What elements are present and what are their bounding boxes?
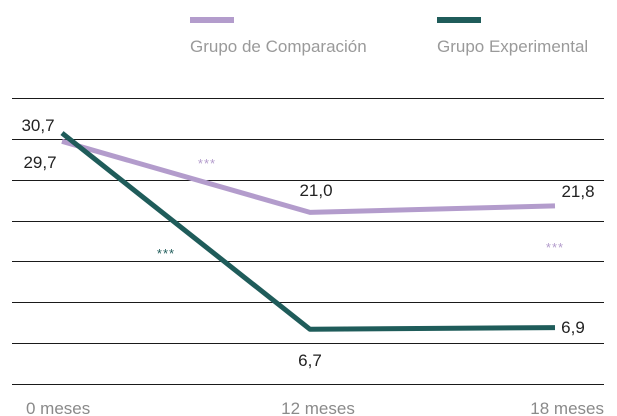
data-label-s1-2: 6,9: [561, 318, 585, 337]
x-axis-tick-labels: 0 meses 12 meses 18 meses: [26, 399, 604, 416]
series-line-1: [60, 131, 556, 332]
data-label-s0-1: 21,0: [299, 181, 332, 200]
series-line-0: [61, 138, 556, 215]
legend-label-experimental: Grupo Experimental: [437, 37, 588, 56]
series-lines: [60, 131, 556, 332]
gridlines: [12, 98, 604, 385]
data-labels: 29,7 21,0 21,8 30,7 6,7 6,9: [21, 116, 594, 370]
data-label-s0-2: 21,8: [561, 182, 594, 201]
significance-s0-0: ***: [198, 156, 216, 171]
legend: Grupo de Comparación Grupo Experimental: [190, 17, 588, 56]
legend-label-comparacion: Grupo de Comparación: [190, 37, 367, 56]
significance-markers: *** *** ***: [157, 156, 564, 261]
data-label-s0-0: 29,7: [23, 153, 56, 172]
data-label-s1-0: 30,7: [21, 116, 54, 135]
data-label-s1-1: 6,7: [298, 351, 322, 370]
significance-s0-1: ***: [546, 240, 564, 255]
legend-swatch-comparacion: [190, 17, 234, 23]
x-tick-1: 12 meses: [281, 399, 355, 416]
significance-s1-0: ***: [157, 246, 175, 261]
x-tick-0: 0 meses: [26, 399, 90, 416]
x-tick-2: 18 meses: [530, 399, 604, 416]
legend-swatch-experimental: [437, 17, 481, 23]
